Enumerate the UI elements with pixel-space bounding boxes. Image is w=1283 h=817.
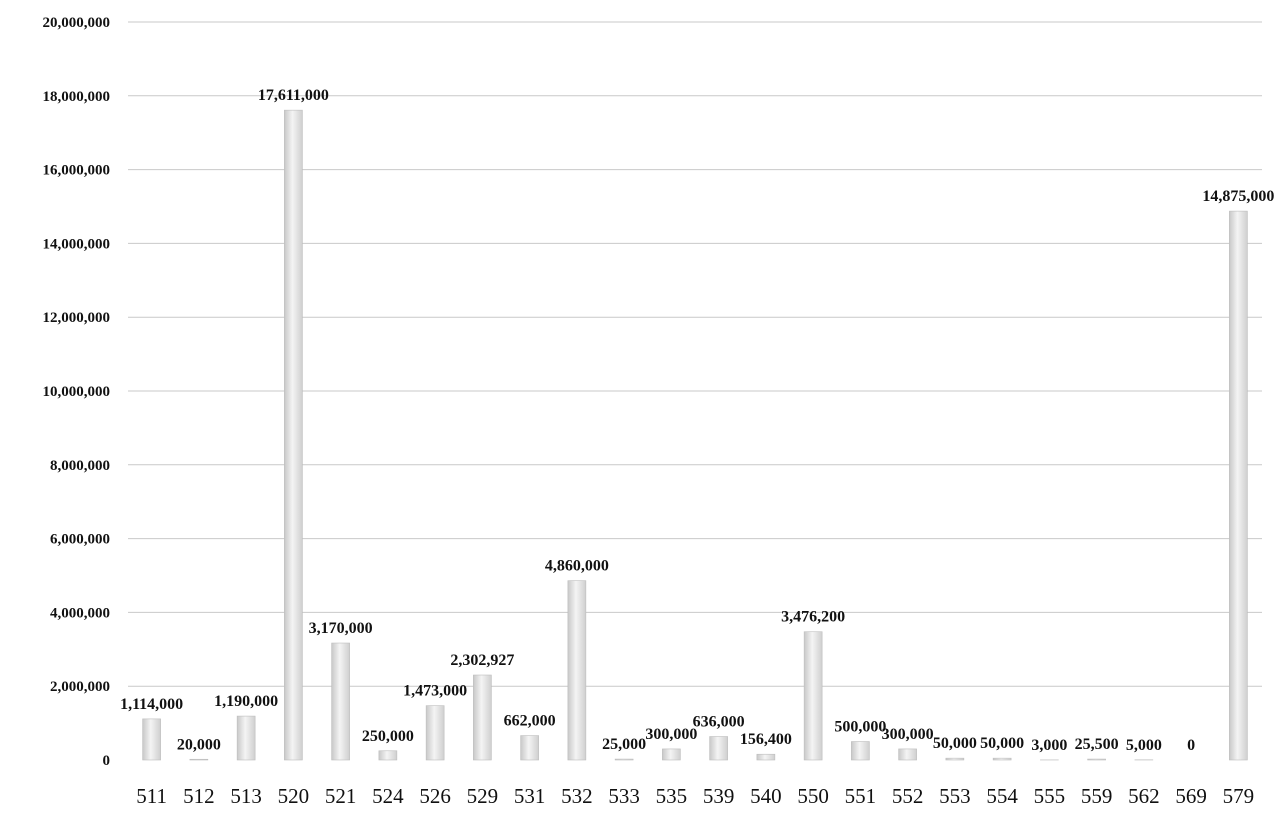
x-tick-label-526: 526 — [419, 784, 451, 808]
data-label-555: 3,000 — [1031, 737, 1067, 754]
x-tick-label-562: 562 — [1128, 784, 1160, 808]
bar-533 — [614, 758, 634, 761]
x-tick-label-569: 569 — [1175, 784, 1207, 808]
data-label-533: 25,000 — [602, 736, 646, 753]
bar-521 — [331, 642, 350, 761]
bar-559 — [1087, 758, 1106, 761]
x-tick-label-540: 540 — [750, 784, 782, 808]
data-label-520: 17,611,000 — [258, 87, 329, 104]
y-tick-label: 0 — [103, 753, 111, 769]
x-axis-ticks: 511 512 513 520 521 524 526 529 531 532 533 535 539 5… — [136, 784, 1254, 808]
x-tick-label-553: 553 — [939, 784, 971, 808]
x-tick-label-535: 535 — [656, 784, 688, 808]
data-label-569: 0 — [1187, 737, 1195, 754]
bar-520 — [284, 109, 303, 761]
x-tick-label-554: 554 — [986, 784, 1018, 808]
bar-512 — [189, 758, 209, 761]
y-tick-label: 12,000,000 — [43, 310, 111, 326]
bars — [142, 109, 1248, 761]
y-axis-ticks: 0 2,000,000 4,000,000 6,000,000 8,000,000 10,… — [43, 15, 111, 769]
y-tick-label: 10,000,000 — [43, 384, 111, 400]
data-label-540: 156,400 — [740, 731, 792, 748]
y-tick-label: 4,000,000 — [50, 605, 110, 621]
x-tick-label-552: 552 — [892, 784, 924, 808]
y-tick-label: 14,000,000 — [43, 236, 111, 252]
x-tick-label-579: 579 — [1223, 784, 1255, 808]
x-tick-label-521: 521 — [325, 784, 357, 808]
y-tick-label: 6,000,000 — [50, 532, 110, 548]
data-label-579: 14,875,000 — [1202, 188, 1274, 205]
x-tick-label-550: 550 — [797, 784, 829, 808]
data-label-539: 636,000 — [693, 714, 745, 731]
bar-532 — [567, 580, 587, 761]
bar-531 — [520, 735, 539, 761]
y-tick-label: 20,000,000 — [43, 15, 111, 31]
data-label-512: 20,000 — [177, 736, 221, 753]
bar-579 — [1229, 210, 1248, 761]
y-tick-label: 8,000,000 — [50, 458, 110, 474]
gridlines — [128, 21, 1262, 687]
data-label-554: 50,000 — [980, 735, 1024, 752]
data-label-553: 50,000 — [933, 735, 977, 752]
bar-553 — [945, 757, 965, 761]
data-label-535: 300,000 — [645, 726, 697, 743]
bar-535 — [662, 748, 681, 761]
data-label-511: 1,114,000 — [120, 696, 183, 713]
bar-526 — [425, 705, 445, 761]
data-label-526: 1,473,000 — [403, 683, 467, 700]
bar-513 — [236, 715, 256, 761]
bar-552 — [898, 748, 917, 761]
bar-529 — [473, 674, 492, 761]
x-tick-label-511: 511 — [136, 784, 167, 808]
data-label-532: 4,860,000 — [545, 558, 609, 575]
data-label-529: 2,302,927 — [450, 652, 514, 669]
bar-554 — [992, 757, 1012, 761]
x-tick-label-533: 533 — [608, 784, 640, 808]
y-tick-label: 18,000,000 — [43, 89, 111, 105]
bar-551 — [851, 741, 870, 761]
x-tick-label-532: 532 — [561, 784, 593, 808]
x-tick-label-559: 559 — [1081, 784, 1113, 808]
data-label-550: 3,476,200 — [781, 609, 845, 626]
data-label-513: 1,190,000 — [214, 693, 278, 710]
x-tick-label-520: 520 — [278, 784, 310, 808]
x-tick-label-524: 524 — [372, 784, 404, 808]
x-tick-label-529: 529 — [467, 784, 499, 808]
bar-540 — [756, 753, 776, 761]
data-label-524: 250,000 — [362, 728, 414, 745]
bar-524 — [378, 750, 398, 761]
x-tick-label-551: 551 — [845, 784, 877, 808]
x-tick-label-539: 539 — [703, 784, 735, 808]
data-label-551: 500,000 — [834, 719, 886, 736]
data-label-562: 5,000 — [1126, 737, 1162, 754]
y-tick-label: 16,000,000 — [43, 163, 111, 179]
data-label-521: 3,170,000 — [309, 620, 373, 637]
y-tick-label: 2,000,000 — [50, 679, 110, 695]
bar-550 — [803, 631, 823, 761]
data-label-559: 25,500 — [1075, 736, 1119, 753]
bar-511 — [142, 718, 161, 761]
data-label-552: 300,000 — [882, 726, 934, 743]
data-labels: 1,114,000 20,000 1,190,000 17,611,000 3,170,… — [120, 87, 1274, 754]
x-tick-label-531: 531 — [514, 784, 546, 808]
data-label-531: 662,000 — [504, 713, 556, 730]
bar-539 — [709, 736, 728, 761]
x-tick-label-513: 513 — [230, 784, 262, 808]
x-tick-label-512: 512 — [183, 784, 215, 808]
x-tick-label-555: 555 — [1034, 784, 1066, 808]
